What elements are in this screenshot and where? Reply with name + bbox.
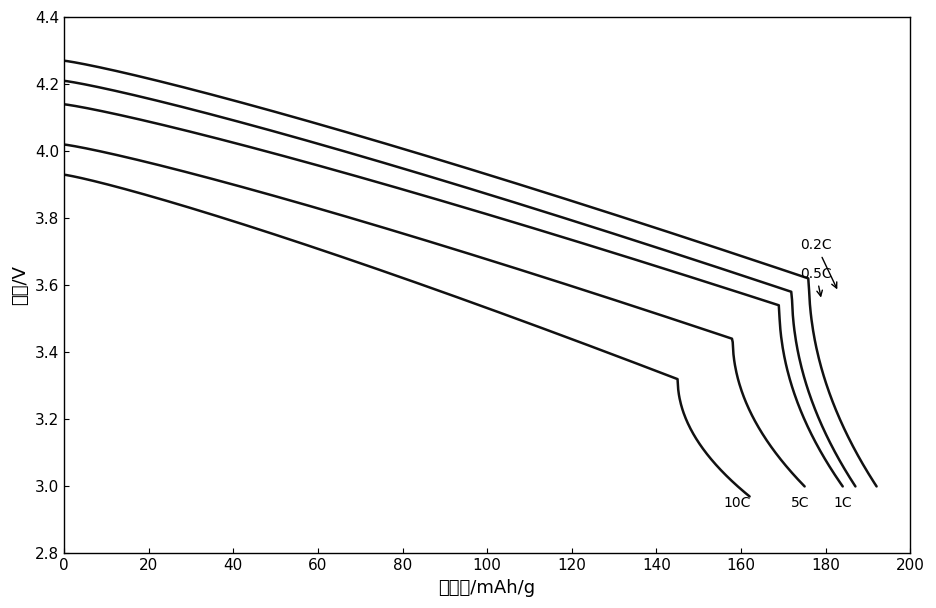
Text: 10C: 10C	[724, 497, 751, 511]
X-axis label: 比容量/mAh/g: 比容量/mAh/g	[439, 579, 535, 597]
Text: 0.5C: 0.5C	[800, 266, 832, 296]
Text: 5C: 5C	[791, 497, 810, 511]
Text: 1C: 1C	[833, 497, 852, 511]
Text: 0.2C: 0.2C	[800, 238, 837, 288]
Y-axis label: 电压/V: 电压/V	[11, 265, 29, 305]
